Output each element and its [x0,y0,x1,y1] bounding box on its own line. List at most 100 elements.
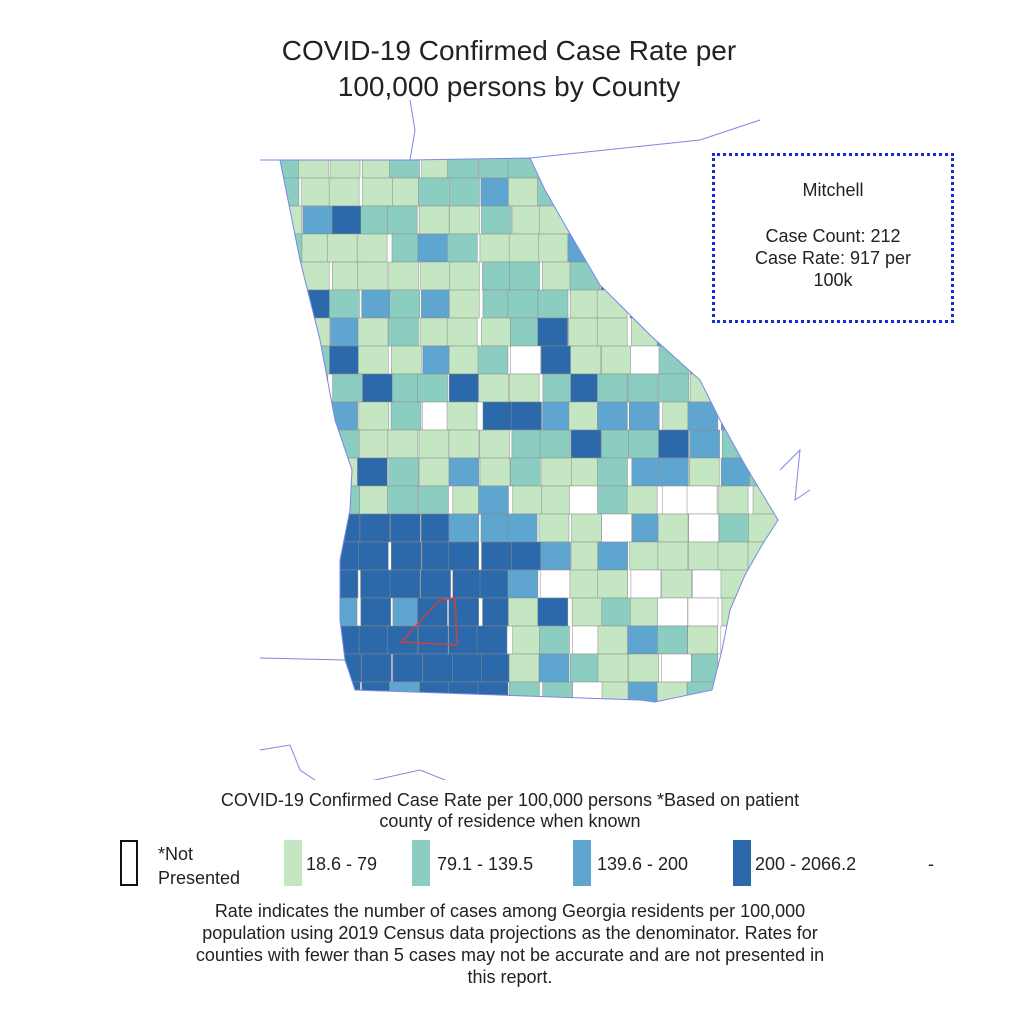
county[interactable] [780,654,810,682]
county[interactable] [629,597,661,627]
county[interactable] [299,317,330,347]
county[interactable] [360,597,392,627]
county[interactable] [777,625,808,655]
county[interactable] [717,485,749,515]
county[interactable] [361,681,392,710]
county[interactable] [632,513,663,543]
county[interactable] [358,429,390,459]
county[interactable] [298,150,329,179]
county[interactable] [477,345,509,375]
county[interactable] [358,401,390,431]
county[interactable] [447,233,478,263]
county[interactable] [332,373,363,403]
county[interactable] [482,597,513,627]
county[interactable] [601,513,632,543]
county[interactable] [452,653,483,683]
county[interactable] [748,513,778,543]
county[interactable] [300,597,332,627]
county[interactable] [720,569,752,599]
county[interactable] [358,345,389,375]
county[interactable] [569,569,601,599]
county[interactable] [300,485,331,515]
county[interactable] [390,401,422,431]
county[interactable] [688,513,720,543]
county[interactable] [568,401,600,431]
county[interactable] [569,289,601,319]
county[interactable] [357,457,388,487]
county[interactable] [329,289,360,319]
county[interactable] [776,485,807,515]
county[interactable] [602,205,634,235]
county[interactable] [392,653,423,683]
county[interactable] [362,177,393,207]
county[interactable] [421,541,453,571]
county[interactable] [597,485,628,515]
county[interactable] [270,513,301,543]
county[interactable] [571,625,603,655]
county[interactable] [509,261,540,291]
county[interactable] [569,261,601,291]
county[interactable] [538,233,570,263]
county[interactable] [508,233,540,263]
county[interactable] [479,457,511,487]
county[interactable] [478,373,509,403]
county[interactable] [720,401,752,431]
county[interactable] [448,289,480,319]
county[interactable] [601,681,633,710]
county[interactable] [628,401,660,431]
county[interactable] [628,429,659,459]
county[interactable] [389,569,421,599]
county[interactable] [747,541,778,571]
county[interactable] [301,653,332,683]
county[interactable] [542,401,573,431]
county[interactable] [272,597,303,627]
county[interactable] [597,373,628,403]
county[interactable] [628,177,660,207]
county[interactable] [302,625,333,655]
county[interactable] [447,150,478,179]
county[interactable] [508,373,540,403]
county[interactable] [689,373,721,403]
county[interactable] [781,598,811,626]
county[interactable] [446,317,478,347]
county[interactable] [511,541,542,571]
county[interactable] [659,205,691,235]
county[interactable] [329,681,361,710]
county[interactable] [511,401,542,431]
county[interactable] [570,457,602,487]
county[interactable] [358,625,390,655]
county[interactable] [417,597,448,627]
county[interactable] [780,542,810,570]
county[interactable] [480,177,512,207]
county[interactable] [689,457,720,487]
county[interactable] [362,150,393,179]
county[interactable] [271,261,302,291]
county[interactable] [510,317,541,347]
county[interactable] [448,681,479,710]
county[interactable] [479,233,511,263]
county[interactable] [571,513,602,543]
county[interactable] [357,261,388,291]
county[interactable] [657,597,688,627]
county[interactable] [600,177,632,207]
county[interactable] [750,373,781,403]
county[interactable] [448,597,479,627]
county[interactable] [481,317,512,347]
selected-county[interactable] [399,597,458,646]
county[interactable] [569,485,600,515]
county[interactable] [420,261,451,291]
county[interactable] [448,345,480,375]
county[interactable] [748,401,778,431]
county[interactable] [777,373,808,403]
county[interactable] [479,569,511,599]
county[interactable] [659,177,691,207]
county[interactable] [449,177,480,207]
county[interactable] [388,317,419,347]
county[interactable] [478,150,509,179]
county[interactable] [627,625,658,655]
county[interactable] [721,597,753,627]
county[interactable] [658,457,689,487]
county[interactable] [657,233,688,263]
county[interactable] [301,177,332,207]
county[interactable] [721,429,753,459]
